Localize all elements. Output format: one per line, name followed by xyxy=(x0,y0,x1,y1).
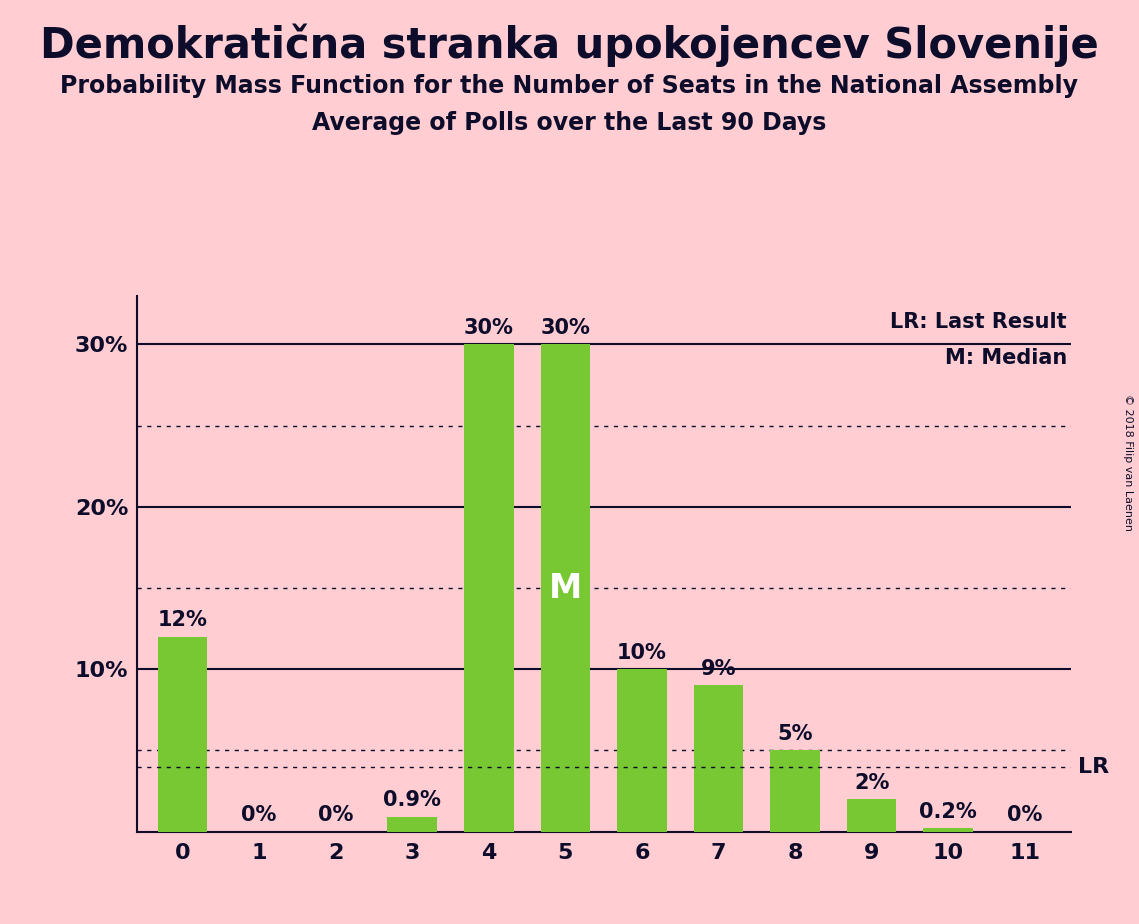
Text: 0.2%: 0.2% xyxy=(919,802,977,821)
Bar xyxy=(924,828,973,832)
Text: 0%: 0% xyxy=(1007,805,1042,825)
Text: M: Median: M: Median xyxy=(944,347,1067,368)
Text: 5%: 5% xyxy=(777,723,813,744)
Text: 30%: 30% xyxy=(464,318,514,338)
Bar xyxy=(387,817,437,832)
Bar xyxy=(617,669,666,832)
Text: 0%: 0% xyxy=(241,805,277,825)
Text: 2%: 2% xyxy=(854,772,890,793)
Bar xyxy=(770,750,820,832)
Bar xyxy=(846,799,896,832)
Text: 30%: 30% xyxy=(540,318,590,338)
Text: © 2018 Filip van Laenen: © 2018 Filip van Laenen xyxy=(1123,394,1133,530)
Text: 9%: 9% xyxy=(700,659,736,679)
Text: 10%: 10% xyxy=(617,643,667,663)
Bar xyxy=(157,637,207,832)
Text: Demokratična stranka upokojencev Slovenije: Demokratična stranka upokojencev Sloveni… xyxy=(40,23,1099,67)
Bar xyxy=(541,345,590,832)
Text: M: M xyxy=(549,572,582,604)
Bar xyxy=(694,686,744,832)
Text: Average of Polls over the Last 90 Days: Average of Polls over the Last 90 Days xyxy=(312,111,827,135)
Bar xyxy=(464,345,514,832)
Text: 0.9%: 0.9% xyxy=(384,791,441,810)
Text: Probability Mass Function for the Number of Seats in the National Assembly: Probability Mass Function for the Number… xyxy=(60,74,1079,98)
Text: 0%: 0% xyxy=(318,805,353,825)
Text: LR: LR xyxy=(1079,757,1109,777)
Text: LR: Last Result: LR: Last Result xyxy=(891,312,1067,332)
Text: 12%: 12% xyxy=(157,610,207,630)
